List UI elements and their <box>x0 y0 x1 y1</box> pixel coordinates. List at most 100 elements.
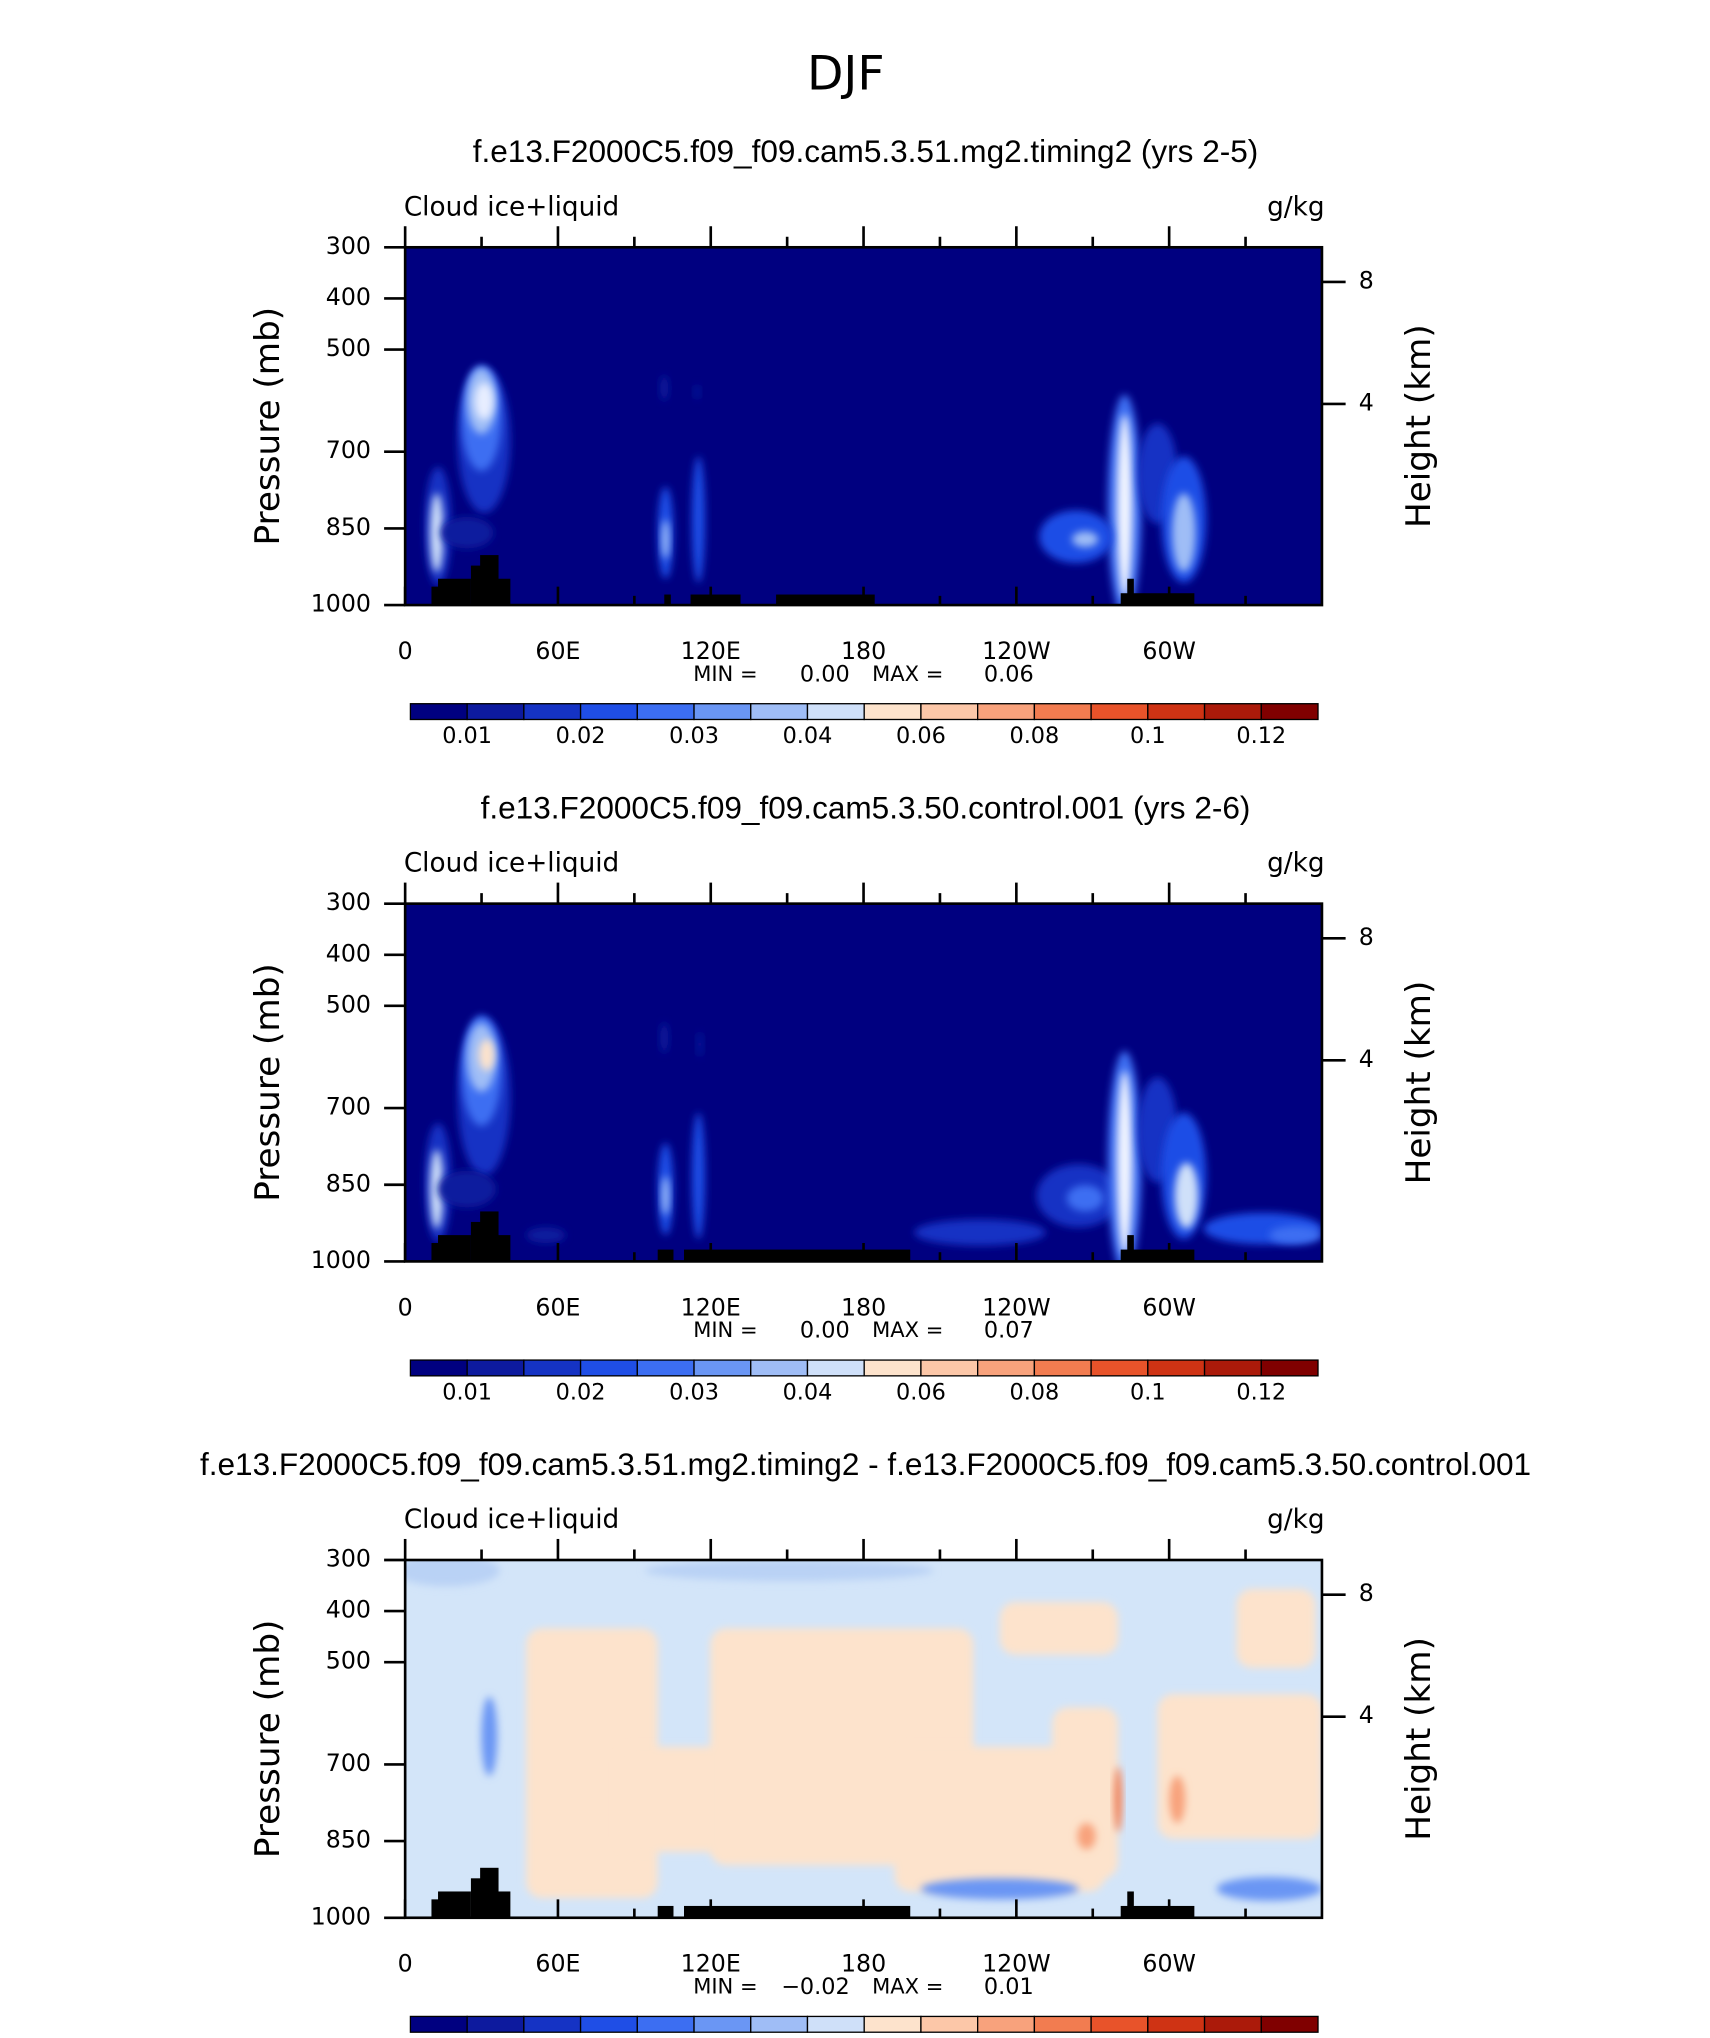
panel-title: f.e13.F2000C5.f09_f09.cam5.3.51.mg2.timi… <box>200 1446 1531 1482</box>
colorbar-box <box>1090 703 1149 721</box>
colorbar-box <box>1033 703 1092 721</box>
panel-title: f.e13.F2000C5.f09_f09.cam5.3.51.mg2.timi… <box>473 133 1259 169</box>
terrain <box>690 594 741 606</box>
x-tick-label: 180 <box>841 637 886 665</box>
field-blob <box>1116 1070 1133 1255</box>
y-tick-label: 400 <box>326 1596 371 1624</box>
colorbar-label: −0.01 <box>716 2036 785 2038</box>
colorbar-box <box>863 2015 922 2033</box>
field <box>405 903 1322 1262</box>
terrain <box>480 555 499 606</box>
colorbar-box <box>863 1359 922 1377</box>
colorbar-box <box>523 703 582 721</box>
colorbar-label: 0.02 <box>556 723 606 749</box>
y2-axis-label: Height (km) <box>1399 324 1439 528</box>
y-tick-label: 500 <box>326 1647 371 1675</box>
field-patch <box>1236 1588 1316 1668</box>
colorbar-box <box>466 703 525 721</box>
colorbar-label: 0.12 <box>1236 1379 1286 1405</box>
y-tick-label: 400 <box>326 283 371 311</box>
colorbar-label: 0.1 <box>1130 1379 1166 1405</box>
terrain <box>1120 1905 1195 1918</box>
x-tick-label: 60E <box>535 637 580 665</box>
colorbar-box <box>976 2015 1036 2033</box>
y2-axis-label: Height (km) <box>1399 1637 1439 1841</box>
colorbar-box <box>1033 1359 1092 1377</box>
field <box>405 1560 1322 1918</box>
colorbar-label: 0.03 <box>669 723 719 749</box>
field-blob <box>1169 1775 1186 1824</box>
colorbar-box <box>806 2015 865 2033</box>
colorbar-box <box>1203 703 1262 721</box>
right-label: g/kg <box>1267 1505 1324 1535</box>
stat-label: MIN = <box>693 661 757 686</box>
stat-value: 0.01 <box>984 1974 1034 2000</box>
field-blob <box>474 382 494 420</box>
y2-tick-label: 8 <box>1359 266 1374 294</box>
field-patch <box>999 1602 1119 1655</box>
terrain <box>684 1249 911 1262</box>
colorbar-label: 0.08 <box>1009 723 1059 749</box>
colorbar-label: 0.08 <box>1009 1379 1059 1405</box>
x-tick-label: 60W <box>1142 1293 1196 1321</box>
colorbar-box <box>1090 1359 1149 1377</box>
field <box>405 247 1322 606</box>
colorbar-label: 0.12 <box>1236 723 1286 749</box>
stat-value: −0.02 <box>781 1974 850 2000</box>
terrain <box>480 1867 499 1918</box>
field-blob <box>644 1560 934 1582</box>
field-blob <box>430 493 444 573</box>
colorbar-label: 0.01 <box>953 2036 1003 2038</box>
terrain <box>1127 1891 1134 1918</box>
y-tick-label: 300 <box>326 1545 371 1573</box>
colorbar-label: 0.1 <box>1130 723 1166 749</box>
field-patch <box>1052 1707 1119 1879</box>
x-tick-label: 60E <box>535 1950 580 1978</box>
stat-label: MAX = <box>872 1317 943 1342</box>
colorbar-box <box>409 1359 468 1377</box>
x-tick-label: 0 <box>398 637 413 665</box>
colorbar-box <box>1033 2015 1092 2033</box>
x-tick-label: 120E <box>681 1950 741 1978</box>
field-blob <box>697 1031 703 1058</box>
colorbar-box <box>579 1359 638 1377</box>
colorbar-box <box>523 2015 582 2033</box>
colorbar-box <box>1260 1359 1319 1377</box>
x-tick-label: 120W <box>982 1293 1051 1321</box>
field-blob <box>660 374 669 402</box>
field-blob <box>914 1219 1046 1246</box>
stat-value: 0.07 <box>984 1318 1034 1344</box>
y-tick-label: 400 <box>326 939 371 967</box>
field-blob <box>405 1560 500 1587</box>
x-tick-label: 180 <box>841 1293 886 1321</box>
colorbar-box <box>976 1359 1036 1377</box>
stat-label: MAX = <box>872 1973 943 1998</box>
right-label: g/kg <box>1267 849 1324 879</box>
y-tick-label: 700 <box>326 1749 371 1777</box>
x-tick-label: 120E <box>681 1293 741 1321</box>
field-blob <box>661 519 670 560</box>
colorbar-label: 0.04 <box>783 723 833 749</box>
x-tick-label: 60W <box>1142 637 1196 665</box>
x-tick-label: 120W <box>982 637 1051 665</box>
field-blob <box>430 1149 444 1229</box>
field-blob <box>694 384 700 400</box>
colorbar-box <box>1147 703 1206 721</box>
colorbar-box <box>1260 2015 1319 2033</box>
y-tick-label: 700 <box>326 436 371 464</box>
colorbar-box <box>466 1359 525 1377</box>
field-blob <box>1072 531 1099 548</box>
colorbar-label: −0.03 <box>603 2036 672 2038</box>
colorbar-box <box>1147 1359 1206 1377</box>
y2-tick-label: 8 <box>1359 923 1374 951</box>
colorbar-box <box>863 703 922 721</box>
field-blob <box>1269 1225 1322 1245</box>
stat-value: 0.00 <box>800 1318 850 1344</box>
colorbar-box <box>920 1359 979 1377</box>
field-blob <box>920 1878 1079 1900</box>
colorbar-box <box>1147 2015 1206 2033</box>
y2-tick-label: 4 <box>1359 1045 1374 1073</box>
terrain <box>438 1235 471 1262</box>
colorbar-label: 0.03 <box>669 1379 719 1405</box>
terrain <box>1127 1235 1134 1262</box>
